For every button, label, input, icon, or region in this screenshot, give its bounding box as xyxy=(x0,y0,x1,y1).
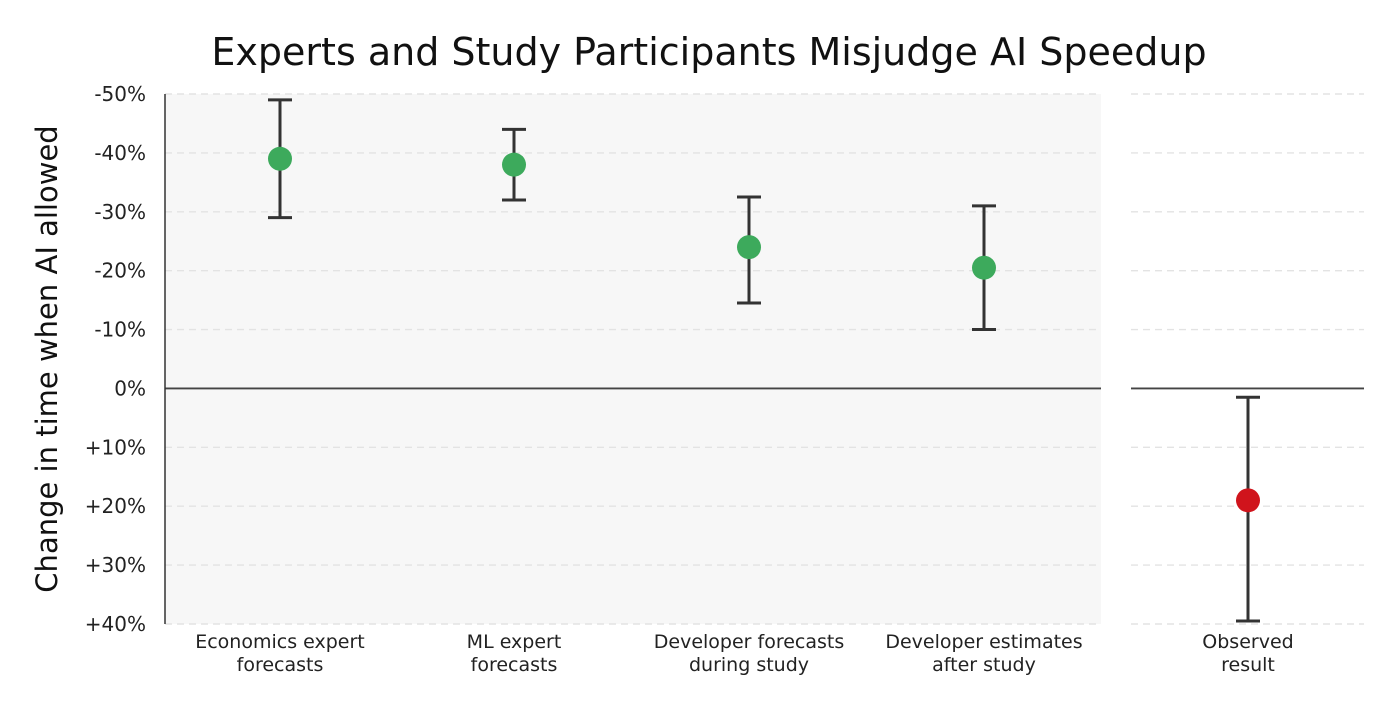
y-axis: -50% -40% -30% -20% -10% 0% +10% +20% +30% +40% xyxy=(85,82,166,636)
chart-title: Experts and Study Participants Misjudge … xyxy=(211,30,1206,74)
y-tick-label: 0% xyxy=(114,376,146,400)
data-point xyxy=(972,255,996,280)
grid-lines xyxy=(165,93,1364,625)
y-tick-label: +40% xyxy=(85,612,146,636)
data-point xyxy=(1236,488,1260,513)
category-label-line: result xyxy=(1221,654,1275,676)
y-tick-label: -40% xyxy=(94,141,146,165)
y-axis-label: Change in time when AI allowed xyxy=(30,125,64,592)
category-label-line: during study xyxy=(689,654,809,676)
category-label-line: forecasts xyxy=(237,654,324,676)
y-tick-label: -10% xyxy=(94,318,146,342)
category-label-line: Observed xyxy=(1202,631,1293,653)
category-label-line: Developer forecasts xyxy=(654,631,845,653)
data-point xyxy=(737,235,761,260)
y-tick-label: +20% xyxy=(85,494,146,518)
category-label-line: after study xyxy=(932,654,1036,676)
y-tick-label: +10% xyxy=(85,435,146,459)
category-label-line: ML expert xyxy=(467,631,562,653)
data-point xyxy=(268,146,292,171)
data-point xyxy=(502,152,526,177)
y-tick-label: -30% xyxy=(94,200,146,224)
y-tick-label: -50% xyxy=(94,82,146,106)
category-label-line: Economics expert xyxy=(195,631,365,653)
category-label-line: Developer estimates xyxy=(885,631,1082,653)
data-marks xyxy=(268,98,1260,623)
category-label-line: forecasts xyxy=(471,654,558,676)
y-tick-label: +30% xyxy=(85,553,146,577)
panel-background-forecasts xyxy=(165,94,1101,624)
y-tick-label: -20% xyxy=(94,259,146,283)
